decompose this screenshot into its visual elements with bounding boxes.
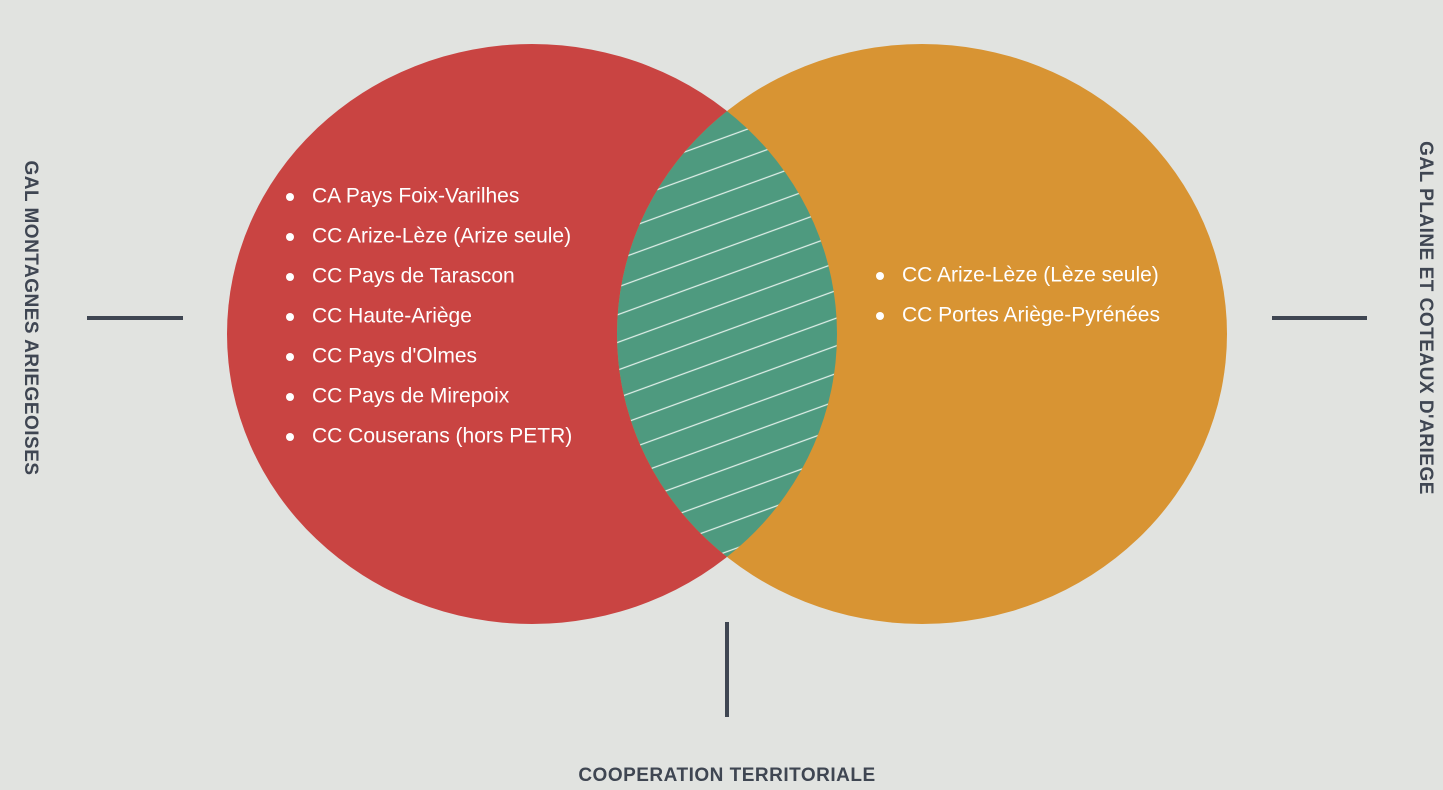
intersection [617, 44, 837, 624]
list-item: CC Arize-Lèze (Lèze seule) [902, 264, 1159, 287]
list-item: CC Portes Ariège-Pyrénées [902, 304, 1160, 327]
list-item: CC Pays de Mirepoix [312, 385, 510, 408]
bullet [286, 193, 294, 201]
right-label: GAL PLAINE ET COTEAUX D'ARIEGE [1415, 141, 1436, 495]
bullet [286, 313, 294, 321]
list-item: CC Arize-Lèze (Arize seule) [312, 225, 571, 248]
bullet [286, 353, 294, 361]
bullet [876, 272, 884, 280]
bullet [876, 312, 884, 320]
left-label: GAL MONTAGNES ARIEGEOISES [20, 160, 41, 475]
list-item: CC Haute-Ariège [312, 305, 472, 328]
item-lists: CA Pays Foix-Varilhes CC Arize-Lèze (Ariz… [286, 185, 1160, 448]
bottom-label: COOPERATION TERRITORIALE [578, 765, 875, 786]
bullet [286, 273, 294, 281]
bullet [286, 393, 294, 401]
list-item: CC Pays de Tarascon [312, 265, 515, 288]
list-item: CC Pays d'Olmes [312, 345, 477, 368]
bullet [286, 433, 294, 441]
bullet [286, 233, 294, 241]
list-item: CC Couserans (hors PETR) [312, 425, 572, 448]
list-item: CA Pays Foix-Varilhes [312, 185, 519, 208]
